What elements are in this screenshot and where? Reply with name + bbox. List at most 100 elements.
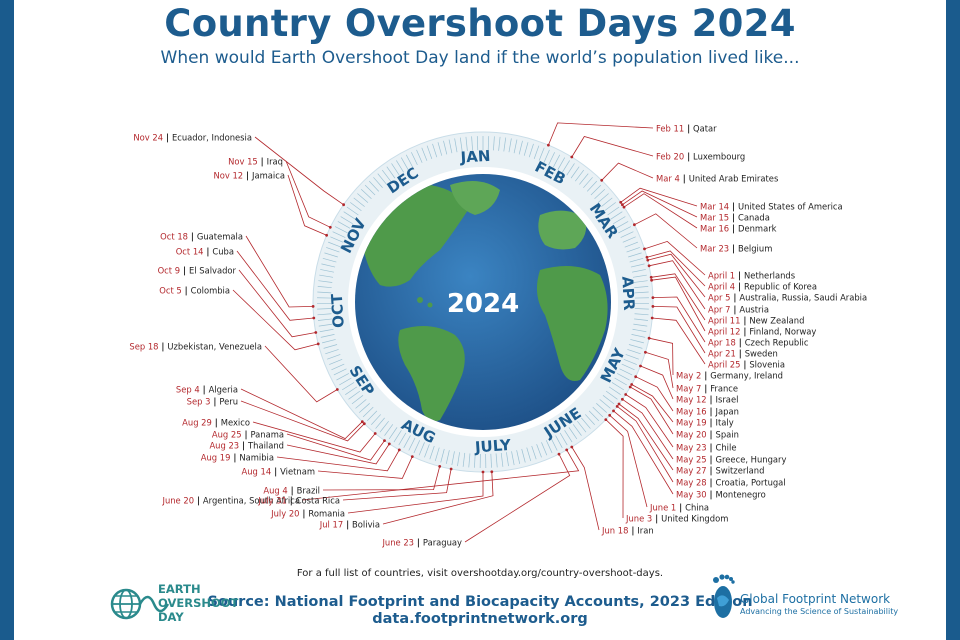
country-label: April 4 | Republic of Korea xyxy=(708,282,817,292)
country-label: Apr 7 | Austria xyxy=(708,305,769,315)
ring-tick xyxy=(457,452,460,467)
month-label-apr: APR xyxy=(618,276,638,312)
country-label-date: May 12 xyxy=(676,395,707,405)
gfn-tagline: Advancing the Science of Sustainability xyxy=(740,607,899,616)
country-label-countries: Vietnam xyxy=(280,467,315,477)
country-label-date: Mar 16 xyxy=(700,224,729,234)
leader-line xyxy=(630,386,674,435)
country-label-date: July 31 xyxy=(257,496,286,506)
leader-line xyxy=(264,345,338,403)
global-footprint-network-logo xyxy=(713,574,735,618)
country-label: Mar 15 | Canada xyxy=(700,213,770,223)
country-label-date: Sep 4 xyxy=(176,385,200,395)
leader-line xyxy=(647,253,706,298)
ring-tick xyxy=(317,313,332,316)
ring-tick xyxy=(359,403,370,413)
leader-line xyxy=(240,388,363,440)
ring-tick xyxy=(323,344,338,349)
leader-line xyxy=(649,260,706,310)
country-label: Aug 4 | Brazil xyxy=(263,486,320,496)
country-label-date: Aug 4 xyxy=(263,486,287,496)
country-label: July 20 | Romania xyxy=(270,509,345,519)
ring-tick xyxy=(513,139,518,154)
date-marker xyxy=(314,331,318,334)
ring-tick xyxy=(596,403,607,413)
ring-tick xyxy=(630,339,644,344)
ring-tick xyxy=(634,318,649,321)
ring-tick xyxy=(628,252,642,258)
ring-tick xyxy=(339,377,352,386)
country-label-date: Aug 23 xyxy=(209,441,239,451)
country-label-countries: Uzbekistan, Venezuela xyxy=(167,342,262,352)
ring-tick xyxy=(631,334,646,338)
country-label-date: May 16 xyxy=(676,407,707,417)
leader-line xyxy=(609,415,648,508)
ring-tick xyxy=(566,163,575,176)
ring-tick xyxy=(443,140,448,155)
country-label-countries: Republic of Korea xyxy=(744,282,817,292)
leader-line xyxy=(652,306,706,354)
ring-tick xyxy=(528,143,534,158)
country-label-date: Aug 14 xyxy=(242,467,272,477)
ring-tick xyxy=(346,206,359,216)
ring-tick xyxy=(559,432,568,446)
date-marker xyxy=(650,316,654,320)
ring-tick xyxy=(471,136,473,151)
ring-tick xyxy=(625,354,639,360)
ring-tick xyxy=(351,395,364,405)
ring-tick xyxy=(437,142,443,156)
ring-tick xyxy=(604,202,616,212)
country-label-date: April 1 xyxy=(708,271,735,281)
ring-tick xyxy=(555,435,563,449)
ring-tick xyxy=(585,414,595,426)
country-label-countries: France xyxy=(710,384,738,394)
ring-tick xyxy=(605,390,618,400)
ring-tick xyxy=(592,406,604,418)
date-marker xyxy=(634,375,638,379)
ring-tick xyxy=(498,136,501,151)
ring-tick xyxy=(355,399,367,409)
country-label-date: Nov 24 xyxy=(133,133,163,143)
country-label-countries: Ecuador, Indonesia xyxy=(172,133,252,143)
ring-tick xyxy=(634,286,649,289)
data-link[interactable]: data.footprintnetwork.org xyxy=(372,611,588,627)
date-marker xyxy=(621,397,624,401)
ring-tick xyxy=(610,211,623,220)
country-label: June 1 | China xyxy=(649,503,709,513)
country-label-countries: Mexico xyxy=(221,418,250,428)
leader-line xyxy=(646,250,706,287)
country-label-date: Mar 15 xyxy=(700,213,729,223)
country-label-countries: Canada xyxy=(738,213,770,223)
country-label-countries: Japan xyxy=(715,407,739,417)
country-label-countries: Netherlands xyxy=(744,271,795,281)
leader-line xyxy=(571,446,600,531)
ring-tick xyxy=(317,291,332,294)
country-label: Aug 25 | Panama xyxy=(212,430,284,440)
country-label-date: Oct 14 xyxy=(176,247,204,257)
date-marker xyxy=(360,420,364,424)
country-label-countries: Qatar xyxy=(693,124,717,134)
ring-tick xyxy=(568,427,578,440)
country-label: Oct 18 | Guatemala xyxy=(160,232,243,242)
ring-tick xyxy=(570,166,580,179)
ring-tick xyxy=(474,453,476,468)
country-label: April 1 | Netherlands xyxy=(708,271,795,281)
leader-line xyxy=(616,406,674,483)
country-label-countries: Greece, Hungary xyxy=(716,455,787,465)
country-label-date: May 28 xyxy=(676,478,707,488)
date-marker xyxy=(335,388,339,391)
ring-tick xyxy=(622,236,636,243)
date-marker xyxy=(410,455,414,458)
ring-tick xyxy=(426,145,433,159)
leader-line xyxy=(635,376,674,412)
leader-lines xyxy=(232,122,706,543)
date-marker xyxy=(547,143,550,147)
ring-tick xyxy=(508,138,512,153)
ring-tick xyxy=(588,410,600,422)
country-label-countries: Luxembourg xyxy=(693,152,745,162)
country-label-date: May 23 xyxy=(676,443,707,453)
date-marker xyxy=(570,445,574,449)
leader-line xyxy=(625,394,674,448)
ring-tick xyxy=(607,206,620,216)
